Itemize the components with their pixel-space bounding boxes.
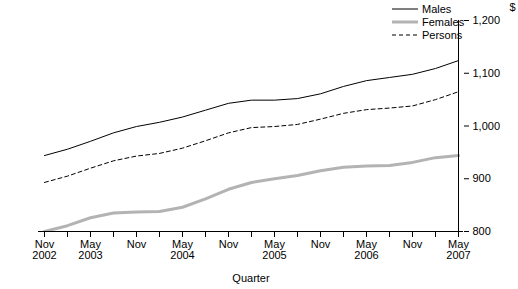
svg-text:800: 800 [473, 225, 491, 237]
svg-text:900: 900 [473, 172, 491, 184]
svg-text:1,200: 1,200 [473, 14, 501, 26]
html-text:Females: Females [422, 15, 465, 28]
svg-text:$: $ [509, 1, 515, 13]
svg-text:May2004: May2004 [170, 238, 194, 261]
svg-text:1,100: 1,100 [473, 67, 501, 79]
svg-text:Nov: Nov [311, 238, 331, 250]
svg-text:Quarter: Quarter [232, 272, 270, 284]
svg-text:May2003: May2003 [78, 238, 102, 261]
svg-text:May2006: May2006 [354, 238, 378, 261]
svg-text:Nov: Nov [127, 238, 147, 250]
html-text:Males: Males [422, 2, 452, 15]
svg-text:Nov2002: Nov2002 [32, 238, 56, 261]
svg-text:May2007: May2007 [446, 238, 470, 261]
svg-text:Nov: Nov [219, 238, 239, 250]
html-text:Persons: Persons [422, 28, 463, 41]
svg-text:May2005: May2005 [262, 238, 286, 261]
svg-text:1,000: 1,000 [473, 120, 501, 132]
svg-text:Nov: Nov [403, 238, 423, 250]
